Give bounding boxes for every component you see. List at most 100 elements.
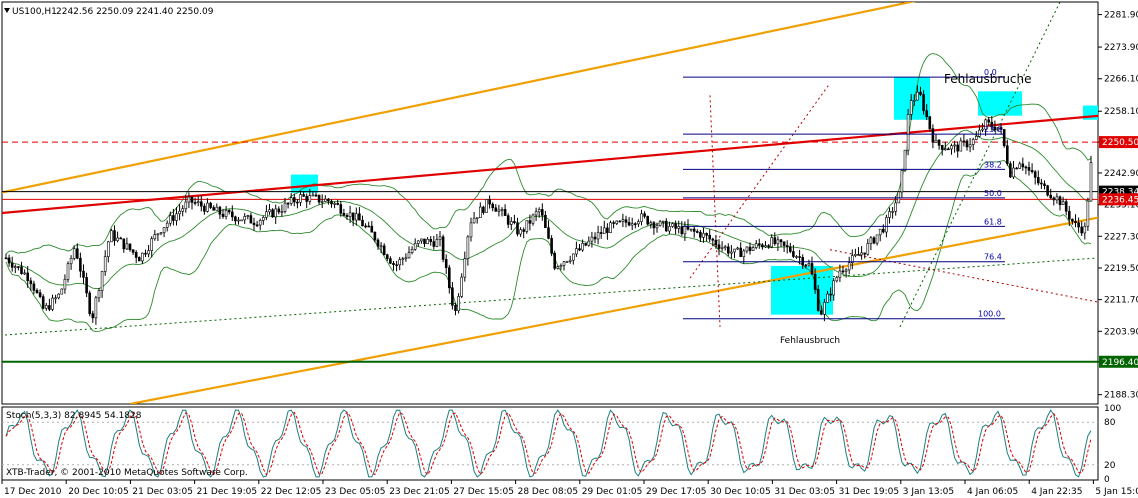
candle-body [1077,222,1080,228]
candle-body [4,257,8,260]
candle-body [571,253,575,261]
candle-body [885,217,888,233]
candle-body [76,248,79,259]
candle-body [999,127,1003,130]
candle-body [615,220,619,224]
x-tick-label: 5 Jan 15:05 [1095,487,1138,497]
candle-body [138,257,141,262]
candle-body [376,239,380,247]
dotted-red-line-c [829,249,1098,303]
fib-level-label: 76.4 [984,253,1002,262]
candle-body [962,140,966,143]
candle-body [330,200,333,205]
candle-body [903,149,907,171]
candle-body [720,246,724,249]
candle-body [1030,170,1034,173]
candle-body [695,231,699,233]
candle-body [54,297,57,300]
candle-body [385,254,389,259]
candle-body [370,225,374,233]
candle-body [733,248,736,253]
y-tick-label: 2219.50 [1104,264,1138,274]
candle-body [103,256,107,272]
candle-body [578,248,581,251]
candle-body [844,269,848,272]
candle-body [739,247,743,257]
candle-body [147,250,150,255]
candle-body [919,91,922,95]
candle-body [364,225,367,228]
annotation-fehlausbruche: Fehlausbruche [944,72,1032,86]
candle-body [838,270,842,278]
candle-body [327,198,330,202]
candle-body [1052,197,1056,201]
candle-body [968,144,972,148]
candle-body [227,210,231,213]
candle-body [522,229,526,232]
candle-body [798,256,801,258]
candle-body [1040,182,1043,185]
candle-body [1027,167,1031,171]
candle-body [243,216,246,221]
price-tag-box [1099,193,1138,206]
candle-body [159,232,163,235]
y-tick-label: 2211.70 [1104,296,1138,306]
x-tick-label: 29 Dec 17:05 [646,487,707,497]
candle-body [782,241,786,246]
candle-body [348,212,352,217]
candle-body [116,237,119,241]
candle-body [156,233,160,236]
candle-body [708,235,712,240]
candle-body [544,214,547,228]
candle-body [928,116,932,129]
y-tick-label: 2242.90 [1104,169,1138,179]
candle-body [190,196,194,203]
candle-body [1071,218,1074,222]
candle-body [581,243,584,251]
candle-body [1009,163,1012,178]
stoch-axis-label: 100 [1104,404,1121,414]
y-tick-label: 2227.30 [1104,232,1138,242]
candle-body [680,226,684,235]
candle-body [655,225,659,229]
candle-body [993,126,997,131]
candle-body [354,213,358,221]
candle-body [668,226,671,232]
candle-body [860,252,863,256]
candle-body [14,266,17,268]
candle-body [767,245,770,248]
stoch-axis-label: 0 [1104,475,1110,485]
candle-body [900,170,904,193]
candle-body [847,262,851,271]
candle-body [1024,166,1028,169]
candle-body [361,219,364,227]
candle-body [599,232,603,234]
stoch-panel-frame [1,406,1099,481]
x-tick-label: 4 Jan 22:35 [1031,487,1082,497]
candle-body [113,230,116,241]
candle-body [584,243,588,246]
candle-body [187,196,191,203]
candle-body [559,265,563,268]
candle-body [996,127,1000,131]
candle-body [950,145,953,150]
candle-body [339,204,343,214]
candle-body [881,228,885,233]
candle-body [748,246,752,251]
candle-body [984,119,987,130]
candle-body [692,228,696,232]
candle-body [562,261,566,266]
fibonacci-retracement[interactable]: 0.0 23.6 38.2 50.0 61.8 76.4 100.0 [683,68,1005,320]
fib-level-label: 0.0 [984,68,997,77]
candle-body [280,211,284,213]
x-tick-label: 17 Dec 2010 [4,487,62,497]
candle-body [565,261,569,263]
candle-body [1037,177,1040,184]
candle-body [441,236,445,260]
candle-body [906,114,910,151]
candle-body [1080,226,1083,234]
candle-body [107,241,110,257]
candle-body [689,228,693,231]
candle-body [937,139,941,146]
